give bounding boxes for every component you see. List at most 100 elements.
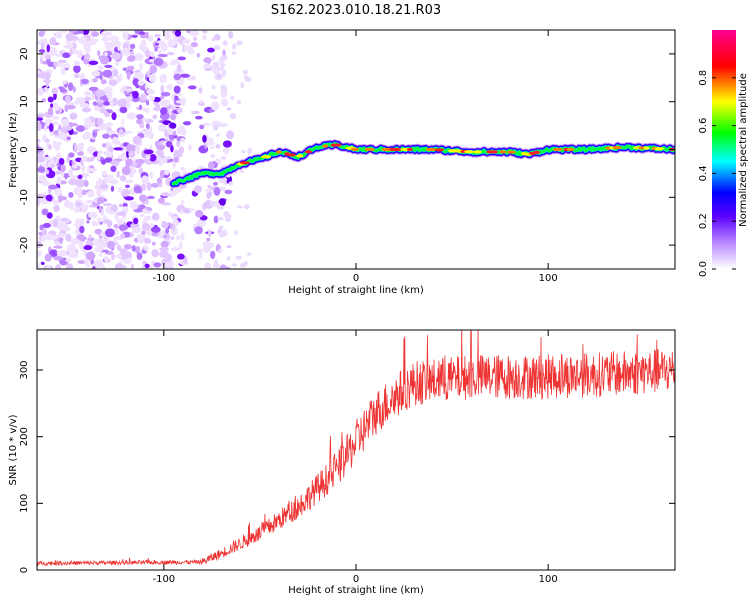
noise-blob bbox=[37, 40, 43, 45]
noise-blob bbox=[152, 114, 158, 120]
noise-blob bbox=[97, 177, 103, 186]
noise-blob bbox=[177, 253, 185, 260]
noise-blob bbox=[221, 266, 231, 269]
noise-blob bbox=[125, 99, 133, 103]
noise-blob bbox=[71, 174, 77, 179]
noise-blob bbox=[37, 117, 44, 121]
noise-blob bbox=[137, 234, 145, 244]
snr-ytick-label: 200 bbox=[19, 427, 30, 446]
noise-blob bbox=[151, 241, 156, 246]
noise-blob bbox=[68, 192, 74, 198]
noise-blob bbox=[99, 108, 106, 114]
colorbar-ticks: 0.0 0.2 0.4 0.6 0.8 bbox=[698, 70, 736, 277]
noise-blob bbox=[218, 225, 224, 230]
noise-blob bbox=[64, 125, 73, 131]
ridge-peak bbox=[350, 147, 360, 151]
noise-blob bbox=[196, 248, 204, 253]
spectrogram-ylabel: Frequency (Hz) bbox=[8, 112, 19, 188]
noise-blob bbox=[62, 80, 67, 85]
noise-blob bbox=[95, 99, 105, 104]
noise-blob bbox=[218, 231, 226, 238]
noise-blob bbox=[204, 188, 213, 192]
noise-blob bbox=[226, 130, 235, 140]
noise-blob bbox=[121, 118, 125, 125]
noise-blob bbox=[140, 117, 149, 122]
ridge-peak bbox=[566, 147, 575, 152]
noise-blob bbox=[173, 152, 183, 158]
ridge-peak bbox=[334, 143, 342, 147]
ridge-peak bbox=[499, 150, 507, 154]
noise-blob bbox=[159, 96, 165, 100]
noise-blob bbox=[72, 39, 76, 44]
noise-blob bbox=[52, 116, 60, 120]
noise-blob bbox=[172, 130, 177, 136]
noise-blob bbox=[112, 238, 118, 244]
noise-blob bbox=[230, 95, 235, 100]
noise-blob bbox=[45, 169, 50, 175]
noise-blob bbox=[242, 69, 248, 75]
noise-blob bbox=[180, 137, 186, 143]
noise-blob bbox=[128, 171, 134, 178]
noise-blob bbox=[41, 235, 48, 240]
noise-blob bbox=[91, 220, 97, 226]
noise-blob bbox=[64, 95, 71, 104]
noise-blob bbox=[83, 245, 93, 251]
noise-blob bbox=[156, 177, 162, 184]
noise-blob bbox=[216, 202, 221, 210]
noise-blob bbox=[73, 49, 79, 55]
noise-blob bbox=[187, 144, 192, 151]
noise-blob bbox=[143, 245, 149, 251]
colorbar-tick-label: 0.2 bbox=[698, 213, 709, 229]
noise-blob bbox=[228, 31, 234, 39]
noise-blob bbox=[77, 36, 88, 45]
noise-blob bbox=[153, 262, 162, 268]
noise-blob bbox=[149, 153, 157, 162]
noise-blob bbox=[106, 130, 116, 135]
noise-blob bbox=[154, 42, 160, 46]
noise-blob bbox=[131, 161, 138, 168]
noise-blob bbox=[59, 131, 65, 141]
noise-blob bbox=[131, 227, 141, 234]
noise-blob bbox=[212, 54, 216, 61]
noise-blob bbox=[190, 42, 198, 48]
noise-blob bbox=[180, 199, 185, 205]
noise-blob bbox=[50, 47, 58, 56]
noise-blob bbox=[86, 220, 90, 224]
noise-blob bbox=[112, 68, 119, 77]
noise-blob bbox=[70, 238, 80, 245]
noise-blob bbox=[53, 204, 60, 213]
noise-blob bbox=[235, 255, 243, 260]
ridge-peak bbox=[654, 147, 664, 151]
noise-blob bbox=[110, 185, 115, 192]
noise-blob bbox=[37, 197, 40, 206]
noise-blob bbox=[60, 223, 68, 229]
noise-blob bbox=[92, 265, 96, 269]
noise-blob bbox=[73, 60, 81, 67]
noise-blob bbox=[140, 40, 147, 48]
noise-blob bbox=[43, 79, 52, 84]
noise-blob bbox=[247, 147, 253, 155]
noise-blob bbox=[179, 97, 187, 106]
noise-blob bbox=[118, 204, 123, 208]
noise-blob bbox=[231, 51, 237, 55]
noise-blob bbox=[49, 36, 57, 45]
noise-blob bbox=[159, 250, 169, 258]
noise-blob bbox=[108, 79, 118, 86]
noise-blob bbox=[94, 128, 99, 133]
noise-blob bbox=[116, 244, 122, 251]
noise-blob bbox=[47, 96, 54, 103]
noise-blob bbox=[111, 252, 115, 261]
noise-blob bbox=[122, 67, 128, 72]
spectrogram-xtick-label: 100 bbox=[539, 273, 558, 284]
noise-blob bbox=[48, 123, 54, 132]
noise-blob bbox=[146, 88, 156, 95]
noise-blob bbox=[58, 196, 63, 203]
noise-blob bbox=[49, 249, 58, 257]
noise-blob bbox=[53, 92, 57, 101]
noise-blob bbox=[76, 143, 84, 152]
noise-blob bbox=[104, 112, 111, 118]
noise-blob bbox=[88, 168, 98, 173]
colorbar-tick-label: 0.4 bbox=[698, 165, 709, 181]
noise-blob bbox=[85, 157, 95, 162]
